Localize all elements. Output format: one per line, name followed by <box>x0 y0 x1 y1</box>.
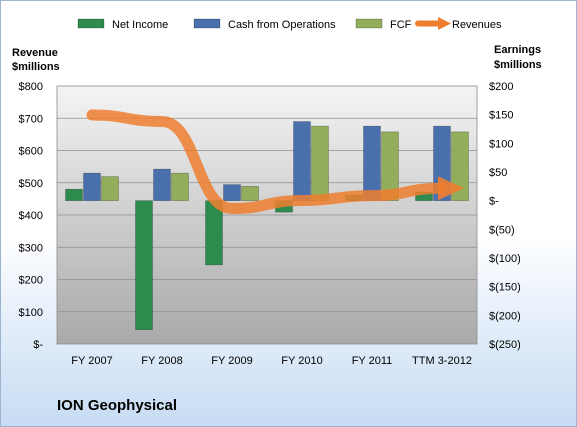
right-axis-title-2: $millions <box>494 59 542 71</box>
legend-label-cash-from-operations: Cash from Operations <box>228 19 336 31</box>
left-axis-title-1: Revenue <box>12 47 58 59</box>
bar-fcf <box>171 172 189 201</box>
legend-swatch-cash-from-operations <box>193 18 221 29</box>
legend-swatch-net-income <box>77 18 105 29</box>
x-tick-label: FY 2009 <box>211 355 252 367</box>
x-axis: FY 2007 FY 2008 FY 2009 FY 2010 FY 2011 TTM 3… <box>71 355 472 367</box>
bar-net-income <box>65 188 83 201</box>
left-tick-label: $400 <box>19 210 43 222</box>
bar-fcf <box>311 125 329 201</box>
bar-net-income <box>135 200 153 330</box>
left-tick-label: $500 <box>19 178 43 190</box>
right-tick-label: $200 <box>489 81 513 93</box>
bar-fcf <box>241 186 259 201</box>
left-tick-label: $300 <box>19 242 43 254</box>
left-tick-label: $600 <box>19 146 43 158</box>
right-tick-label: $150 <box>489 110 513 122</box>
bar-cash-from-operations <box>363 125 381 201</box>
x-tick-label: FY 2010 <box>281 355 322 367</box>
revenue-line <box>86 109 464 215</box>
bar-fcf <box>101 176 119 201</box>
x-tick-label: FY 2007 <box>71 355 112 367</box>
line-revenues <box>86 109 464 215</box>
x-tick-label: FY 2011 <box>352 355 393 367</box>
right-tick-label: $(100) <box>489 253 521 265</box>
left-tick-label: $200 <box>19 275 43 287</box>
left-tick-label: $100 <box>19 307 43 319</box>
right-tick-label: $(250) <box>489 339 521 351</box>
left-axis-title-2: $millions <box>12 61 60 73</box>
right-tick-label: $- <box>489 196 499 208</box>
legend-label-fcf: FCF <box>390 19 412 31</box>
left-tick-label: $- <box>33 339 43 351</box>
legend: Net Income Cash from Operations FCF Revenue… <box>77 17 502 31</box>
x-tick-label: TTM 3-2012 <box>412 355 472 367</box>
right-tick-label: $(150) <box>489 282 521 294</box>
right-tick-label: $50 <box>489 167 507 179</box>
left-tick-label: $700 <box>19 113 43 125</box>
bar-cash-from-operations <box>153 168 171 201</box>
bar-cash-from-operations <box>83 172 101 201</box>
x-tick-label: FY 2008 <box>141 355 182 367</box>
bar-cash-from-operations <box>223 184 241 201</box>
bar-fcf <box>451 131 469 201</box>
right-axis-title-1: Earnings <box>494 44 541 56</box>
legend-label-net-income: Net Income <box>112 19 168 31</box>
legend-label-revenues: Revenues <box>452 19 502 31</box>
right-tick-label: $(200) <box>489 310 521 322</box>
left-tick-label: $800 <box>19 81 43 93</box>
left-axis: $- $100 $200 $300 $400 $500 $600 $700 $800 <box>19 81 44 351</box>
company-name: ION Geophysical <box>57 397 178 414</box>
right-tick-label: $100 <box>489 138 513 150</box>
bar-fcf <box>381 131 399 201</box>
right-axis: $(250) $(200) $(150) $(100) $(50) $- $50 $100 $1… <box>489 81 521 351</box>
legend-arrow-icon <box>438 17 451 30</box>
legend-swatch-fcf <box>355 18 383 29</box>
bar-cash-from-operations <box>293 121 311 201</box>
right-tick-label: $(50) <box>489 224 515 236</box>
